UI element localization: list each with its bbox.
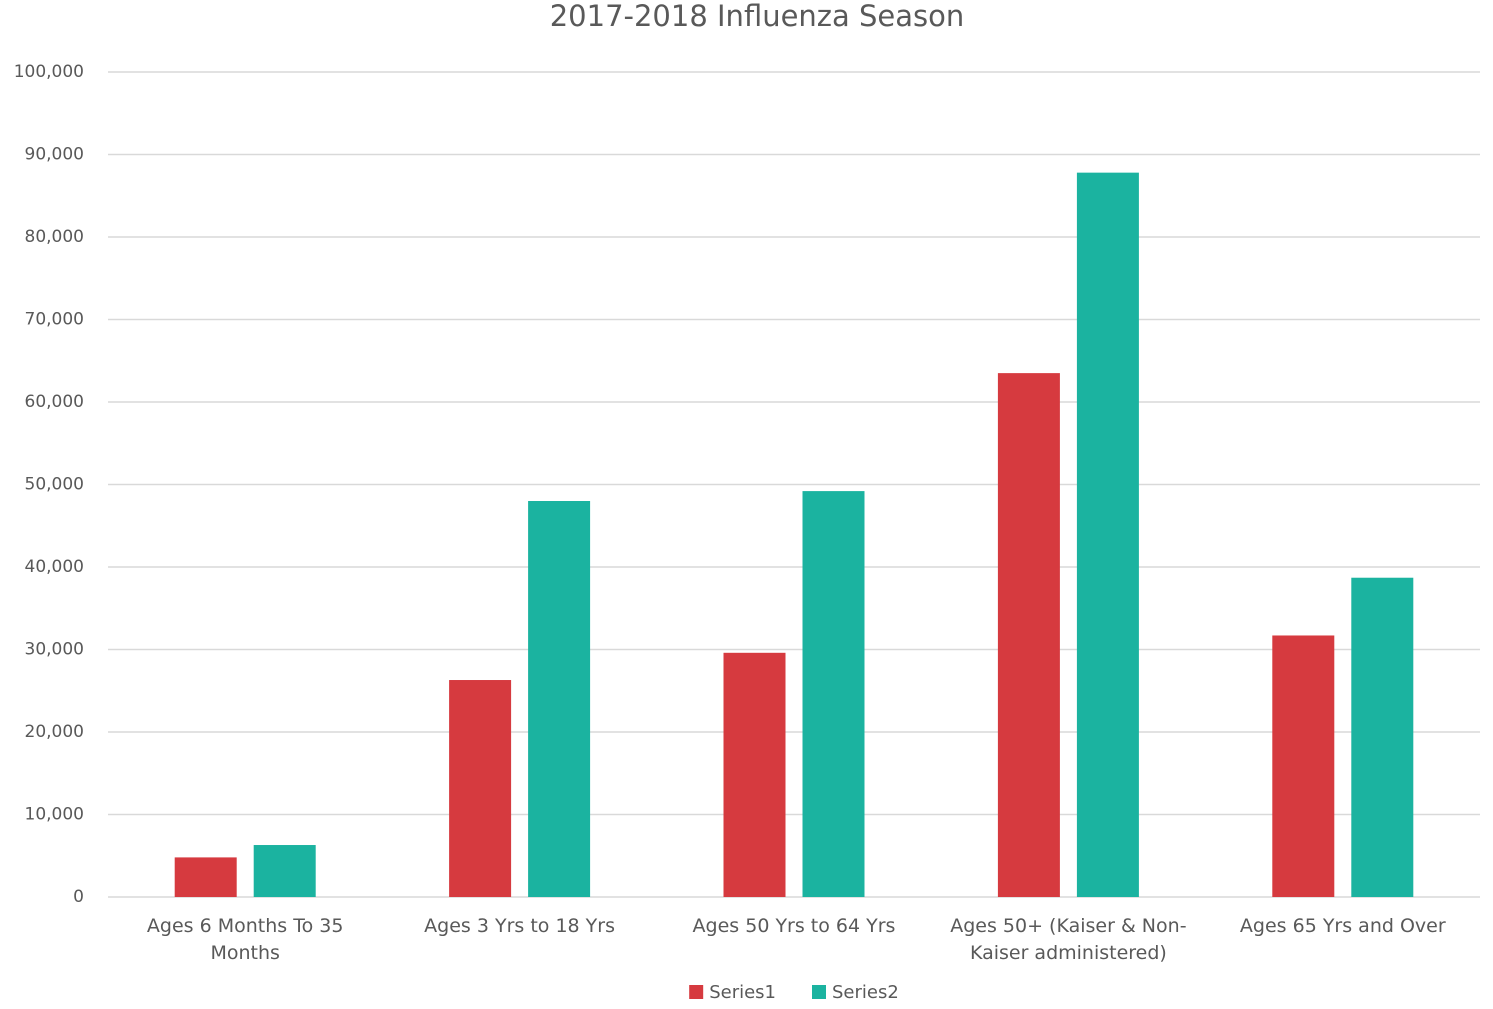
bar xyxy=(802,491,865,897)
bar xyxy=(449,680,512,897)
y-tick-label: 80,000 xyxy=(25,227,84,247)
y-tick-label: 60,000 xyxy=(25,392,84,412)
y-tick-label: 10,000 xyxy=(25,805,84,825)
legend-swatch xyxy=(812,985,826,999)
x-tick-label: Ages 65 Yrs and Over xyxy=(1239,915,1446,937)
y-tick-label: 50,000 xyxy=(25,475,84,495)
x-tick-label: Ages 3 Yrs to 18 Yrs xyxy=(424,915,615,937)
bar xyxy=(253,845,316,897)
legend-swatch xyxy=(689,985,704,999)
y-tick-label: 100,000 xyxy=(14,62,84,82)
chart-title: 2017-2018 Influenza Season xyxy=(550,0,965,33)
bar xyxy=(528,501,591,897)
y-tick-label: 30,000 xyxy=(25,640,84,660)
x-tick-label: Ages 50 Yrs to 64 Yrs xyxy=(692,915,896,937)
y-tick-label: 0 xyxy=(73,887,84,907)
legend-label: Series2 xyxy=(832,982,899,1003)
bar xyxy=(997,373,1060,897)
bar xyxy=(723,652,786,897)
x-tick-label: Ages 6 Months To 35 Months xyxy=(146,915,344,964)
x-tick-label: Ages 50+ (Kaiser & Non-Kaiser administer… xyxy=(950,915,1187,964)
y-tick-label: 20,000 xyxy=(25,722,84,742)
bar xyxy=(174,857,237,897)
y-tick-label: 70,000 xyxy=(25,310,84,330)
y-tick-label: 40,000 xyxy=(25,557,84,577)
bar xyxy=(1076,172,1139,897)
bar xyxy=(1272,635,1335,897)
y-tick-label: 90,000 xyxy=(25,145,84,165)
bar xyxy=(1351,577,1414,897)
legend-label: Series1 xyxy=(709,982,776,1003)
